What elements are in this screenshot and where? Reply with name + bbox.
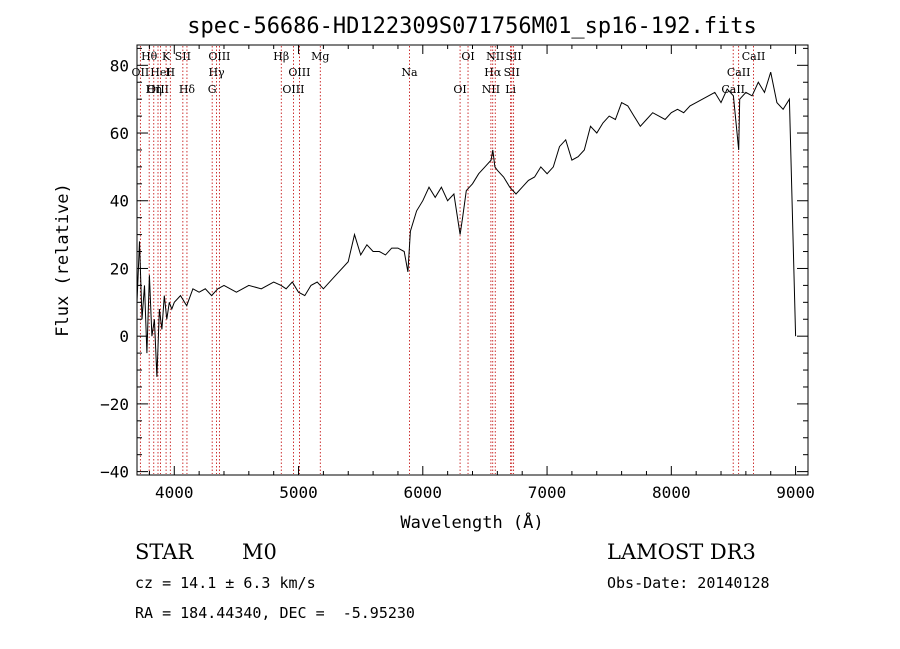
y-tick-label: 80 bbox=[110, 56, 129, 75]
line-label: OIII bbox=[288, 66, 310, 79]
line-label: Hβ bbox=[273, 50, 289, 63]
line-label: K bbox=[162, 50, 171, 63]
x-tick-label: 4000 bbox=[155, 483, 194, 502]
line-label: G bbox=[208, 83, 217, 96]
y-tick-label: −20 bbox=[100, 395, 129, 414]
line-label: NII bbox=[482, 83, 500, 96]
line-label: OIII bbox=[282, 83, 304, 96]
x-tick-label: 7000 bbox=[528, 483, 567, 502]
survey-name: LAMOST DR3 bbox=[607, 540, 756, 564]
line-label: OI bbox=[461, 50, 474, 63]
line-label: SII bbox=[506, 50, 522, 63]
line-label: Hδ bbox=[179, 83, 196, 96]
line-label: CaII bbox=[727, 66, 751, 79]
plot-frame bbox=[136, 44, 809, 476]
radec-readout: RA = 184.44340, DEC = -5.95230 bbox=[135, 604, 415, 622]
cz-readout: cz = 14.1 ± 6.3 km/s bbox=[135, 574, 316, 592]
line-label: NII bbox=[486, 50, 504, 63]
x-tick-label: 6000 bbox=[404, 483, 443, 502]
line-label: Na bbox=[401, 66, 418, 79]
line-label: OI bbox=[453, 83, 466, 96]
y-tick-label: 40 bbox=[110, 192, 129, 211]
line-label: HeI bbox=[150, 66, 170, 79]
y-axis-label: Flux (relative) bbox=[53, 183, 73, 337]
obs-date: Obs-Date: 20140128 bbox=[607, 574, 770, 592]
chart-title: spec-56686-HD122309S071756M01_sp16-192.f… bbox=[187, 14, 757, 39]
line-label: Hγ bbox=[208, 66, 225, 79]
object-class: STAR bbox=[135, 540, 194, 564]
line-label: OIII bbox=[147, 83, 169, 96]
line-label: CaII bbox=[721, 83, 745, 96]
line-label: Hη bbox=[146, 83, 162, 96]
axis-ticks: 4000 5000 6000 7000 8000 9000 −40 −20 0 20 40 60 80 bbox=[100, 45, 815, 502]
spectral-line-markers: HθOIIOIIIKHeIHηSIIHHδOIIIHγGHβOIIIOIIIMg… bbox=[131, 46, 765, 474]
line-label: Hα bbox=[484, 66, 502, 79]
x-tick-label: 9000 bbox=[776, 483, 815, 502]
line-label: Hθ bbox=[141, 50, 158, 63]
line-label: H bbox=[166, 66, 176, 79]
y-tick-label: 60 bbox=[110, 124, 129, 143]
line-label: OIII bbox=[208, 50, 230, 63]
x-axis-label: Wavelength (Å) bbox=[400, 511, 543, 533]
line-label: Li bbox=[505, 83, 516, 96]
spectrum-series bbox=[136, 71, 797, 377]
line-label: Mg bbox=[311, 50, 329, 63]
y-tick-label: 0 bbox=[119, 327, 129, 346]
line-label: SII bbox=[175, 50, 191, 63]
subclass: M0 bbox=[242, 540, 277, 564]
y-tick-label: −40 bbox=[100, 463, 129, 482]
line-label: OII bbox=[131, 66, 149, 79]
spectrum-line bbox=[136, 71, 797, 377]
x-tick-label: 8000 bbox=[652, 483, 691, 502]
y-tick-label: 20 bbox=[110, 259, 129, 278]
line-label: SII bbox=[504, 66, 520, 79]
line-label: CaII bbox=[742, 50, 766, 63]
x-tick-label: 5000 bbox=[279, 483, 318, 502]
